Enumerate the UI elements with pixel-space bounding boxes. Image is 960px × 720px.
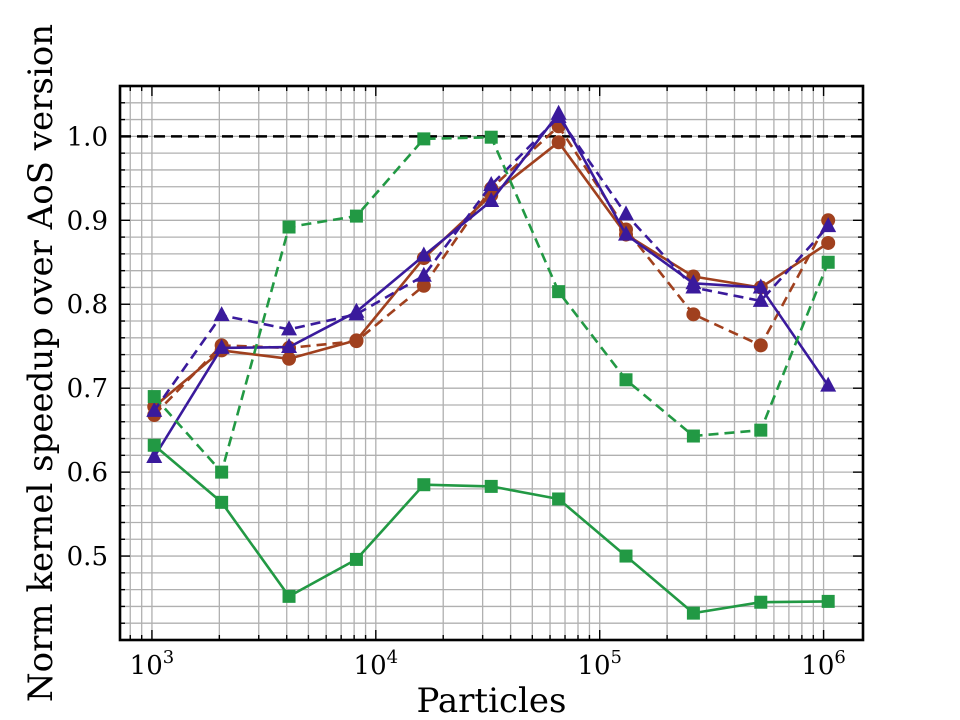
triangle-marker	[752, 278, 769, 294]
circle-marker	[416, 278, 431, 293]
triangle-marker	[483, 176, 500, 192]
x-tick-label: 105	[577, 647, 622, 681]
triangle-marker	[483, 191, 500, 207]
y-tick-label: 1.0	[67, 122, 108, 152]
circle-marker	[349, 334, 364, 349]
y-tick-label: 0.7	[67, 374, 108, 404]
triangle-marker	[415, 246, 432, 262]
square-marker	[282, 589, 296, 603]
circle-marker	[753, 338, 768, 353]
x-tick-label: 103	[130, 647, 175, 681]
triangle-marker	[213, 338, 230, 354]
x-tick-label: 106	[801, 647, 846, 681]
triangle-marker	[146, 401, 163, 417]
square-marker	[619, 549, 633, 563]
triangle-marker	[146, 448, 163, 464]
square-marker	[484, 130, 498, 144]
triangle-marker	[415, 266, 432, 282]
square-marker	[484, 479, 498, 493]
square-marker	[686, 606, 700, 620]
square-marker	[215, 465, 229, 479]
circle-marker	[282, 351, 297, 366]
circle-marker	[821, 235, 836, 250]
y-tick-label: 0.8	[67, 290, 108, 320]
square-marker	[215, 495, 229, 509]
square-marker	[552, 492, 566, 506]
square-marker	[349, 552, 363, 566]
square-marker	[417, 132, 431, 146]
tick-marks	[120, 85, 863, 641]
y-axis-title: Norm kernel speedup over AoS version	[21, 24, 61, 702]
triangle-marker	[685, 278, 702, 294]
triangle-marker	[820, 217, 837, 233]
triangle-marker	[348, 305, 365, 321]
y-tick-label: 0.6	[67, 458, 108, 488]
triangle-marker	[618, 205, 635, 221]
triangle-marker	[752, 291, 769, 307]
tick-labels: 0.5 0.6 0.7 0.8 0.9 1.0 103 104 105 106	[67, 122, 846, 681]
triangle-marker	[618, 225, 635, 241]
triangle-marker	[281, 338, 298, 354]
square-marker	[754, 423, 768, 437]
square-marker	[821, 255, 835, 269]
y-tick-label: 0.5	[67, 542, 108, 572]
y-tick-label: 0.9	[67, 206, 108, 236]
square-marker	[147, 438, 161, 452]
square-marker	[417, 478, 431, 492]
circle-marker	[551, 135, 566, 150]
series-line-purple-dashed	[153, 115, 830, 412]
circle-marker	[686, 307, 701, 322]
series-green-solid	[147, 438, 835, 620]
square-marker	[552, 285, 566, 299]
series-purple-dashed	[146, 108, 837, 417]
square-marker	[686, 429, 700, 443]
x-tick-label: 104	[354, 647, 399, 681]
series-green-dashed	[147, 130, 835, 479]
square-marker	[349, 209, 363, 223]
triangle-marker	[213, 306, 230, 322]
square-marker	[754, 595, 768, 609]
square-marker	[619, 373, 633, 387]
triangle-marker	[281, 320, 298, 336]
plot-frame	[118, 84, 865, 642]
triangle-marker	[820, 376, 837, 392]
triangle-marker	[550, 108, 567, 124]
x-axis-title: Particles	[417, 681, 567, 720]
square-marker	[147, 390, 161, 404]
series-layer	[146, 104, 837, 620]
square-marker	[821, 594, 835, 608]
square-marker	[282, 220, 296, 234]
